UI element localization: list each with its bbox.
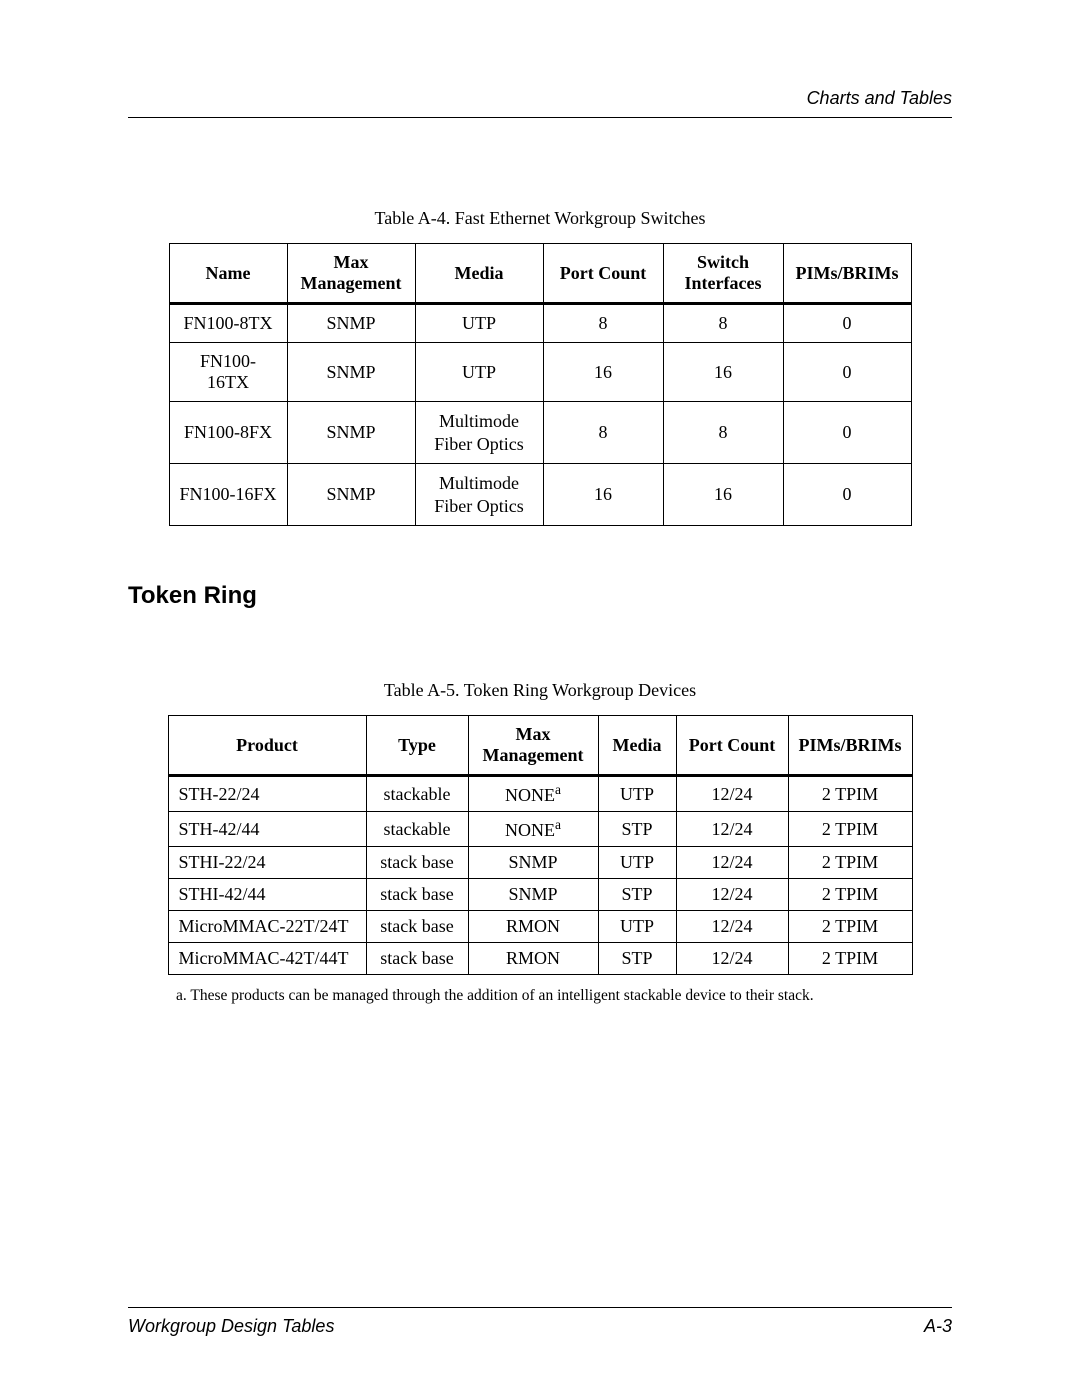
table-cell: 16 <box>663 343 783 402</box>
col-header: Media <box>415 244 543 304</box>
table-cell: 16 <box>543 464 663 526</box>
table-cell: 2 TPIM <box>788 943 912 975</box>
table-cell: 2 TPIM <box>788 879 912 911</box>
table-a4: Name MaxManagement Media Port Count Swit… <box>169 243 912 526</box>
table-cell: 16 <box>543 343 663 402</box>
table-cell: 8 <box>543 402 663 464</box>
table-cell: NONEa <box>468 776 598 812</box>
table-cell: RMON <box>468 943 598 975</box>
running-header: Charts and Tables <box>128 88 952 118</box>
table-cell: STH-22/24 <box>168 776 366 812</box>
table-cell: MultimodeFiber Optics <box>415 464 543 526</box>
table-cell: 8 <box>663 304 783 343</box>
col-header: SwitchInterfaces <box>663 244 783 304</box>
table-cell: 12/24 <box>676 879 788 911</box>
col-header: Product <box>168 716 366 776</box>
table-a5: Product Type MaxManagement Media Port Co… <box>168 715 913 975</box>
col-header: MaxManagement <box>287 244 415 304</box>
table-header-row: Product Type MaxManagement Media Port Co… <box>168 716 912 776</box>
table-a5-body: STH-22/24stackableNONEaUTP12/242 TPIMSTH… <box>168 776 912 975</box>
table-cell: 12/24 <box>676 911 788 943</box>
table-cell: MicroMMAC-42T/44T <box>168 943 366 975</box>
table-cell: 2 TPIM <box>788 812 912 847</box>
table-cell: 8 <box>543 304 663 343</box>
table-cell: 12/24 <box>676 776 788 812</box>
table-cell: SNMP <box>287 402 415 464</box>
table-cell: MicroMMAC-22T/24T <box>168 911 366 943</box>
col-header: Port Count <box>676 716 788 776</box>
table-row: STH-22/24stackableNONEaUTP12/242 TPIM <box>168 776 912 812</box>
table-cell: STP <box>598 812 676 847</box>
table-cell: 8 <box>663 402 783 464</box>
table-cell: UTP <box>598 911 676 943</box>
table-cell: 2 TPIM <box>788 776 912 812</box>
table-cell: 12/24 <box>676 847 788 879</box>
table-row: STHI-42/44stack baseSNMPSTP12/242 TPIM <box>168 879 912 911</box>
table-row: FN100-8TXSNMPUTP880 <box>169 304 911 343</box>
table-a4-caption: Table A-4. Fast Ethernet Workgroup Switc… <box>128 208 952 229</box>
col-header: MaxManagement <box>468 716 598 776</box>
table-row: FN100-8FXSNMPMultimodeFiber Optics880 <box>169 402 911 464</box>
table-cell: 0 <box>783 402 911 464</box>
table-a5-caption: Table A-5. Token Ring Workgroup Devices <box>128 680 952 701</box>
table-row: FN100-16TXSNMPUTP16160 <box>169 343 911 402</box>
table-a5-footnote: a. These products can be managed through… <box>176 987 952 1005</box>
table-cell: 12/24 <box>676 943 788 975</box>
table-cell: STHI-42/44 <box>168 879 366 911</box>
table-cell: stack base <box>366 911 468 943</box>
table-a4-body: FN100-8TXSNMPUTP880FN100-16TXSNMPUTP1616… <box>169 304 911 526</box>
table-cell: STP <box>598 879 676 911</box>
table-cell: RMON <box>468 911 598 943</box>
table-cell: 16 <box>663 464 783 526</box>
table-cell: 2 TPIM <box>788 847 912 879</box>
header-section-title: Charts and Tables <box>807 88 952 109</box>
table-row: FN100-16FXSNMPMultimodeFiber Optics16160 <box>169 464 911 526</box>
table-cell: STP <box>598 943 676 975</box>
table-cell: STH-42/44 <box>168 812 366 847</box>
table-cell: UTP <box>598 847 676 879</box>
table-row: STHI-22/24stack baseSNMPUTP12/242 TPIM <box>168 847 912 879</box>
table-cell: stack base <box>366 847 468 879</box>
table-cell: stackable <box>366 776 468 812</box>
table-cell: STHI-22/24 <box>168 847 366 879</box>
table-row: MicroMMAC-22T/24Tstack baseRMONUTP12/242… <box>168 911 912 943</box>
table-cell: stack base <box>366 879 468 911</box>
col-header: Type <box>366 716 468 776</box>
section-heading-token-ring: Token Ring <box>128 582 952 610</box>
table-cell: SNMP <box>287 304 415 343</box>
table-cell: MultimodeFiber Optics <box>415 402 543 464</box>
col-header: Name <box>169 244 287 304</box>
page: Charts and Tables Table A-4. Fast Ethern… <box>0 0 1080 1397</box>
footer-right: A-3 <box>924 1316 952 1337</box>
page-footer: Workgroup Design Tables A-3 <box>128 1307 952 1337</box>
table-cell: FN100-16FX <box>169 464 287 526</box>
table-cell: 12/24 <box>676 812 788 847</box>
table-cell: UTP <box>415 343 543 402</box>
table-cell: stack base <box>366 943 468 975</box>
col-header: PIMs/BRIMs <box>783 244 911 304</box>
footer-left: Workgroup Design Tables <box>128 1316 334 1337</box>
table-row: MicroMMAC-42T/44Tstack baseRMONSTP12/242… <box>168 943 912 975</box>
table-cell: UTP <box>415 304 543 343</box>
table-cell: 0 <box>783 464 911 526</box>
table-cell: SNMP <box>468 847 598 879</box>
col-header: PIMs/BRIMs <box>788 716 912 776</box>
table-cell: SNMP <box>287 464 415 526</box>
table-cell: SNMP <box>287 343 415 402</box>
table-cell: FN100-16TX <box>169 343 287 402</box>
table-cell: UTP <box>598 776 676 812</box>
col-header: Port Count <box>543 244 663 304</box>
table-cell: 0 <box>783 304 911 343</box>
table-row: STH-42/44stackableNONEaSTP12/242 TPIM <box>168 812 912 847</box>
table-cell: SNMP <box>468 879 598 911</box>
table-header-row: Name MaxManagement Media Port Count Swit… <box>169 244 911 304</box>
table-cell: 0 <box>783 343 911 402</box>
table-cell: 2 TPIM <box>788 911 912 943</box>
table-cell: FN100-8TX <box>169 304 287 343</box>
table-cell: FN100-8FX <box>169 402 287 464</box>
table-cell: stackable <box>366 812 468 847</box>
col-header: Media <box>598 716 676 776</box>
table-cell: NONEa <box>468 812 598 847</box>
